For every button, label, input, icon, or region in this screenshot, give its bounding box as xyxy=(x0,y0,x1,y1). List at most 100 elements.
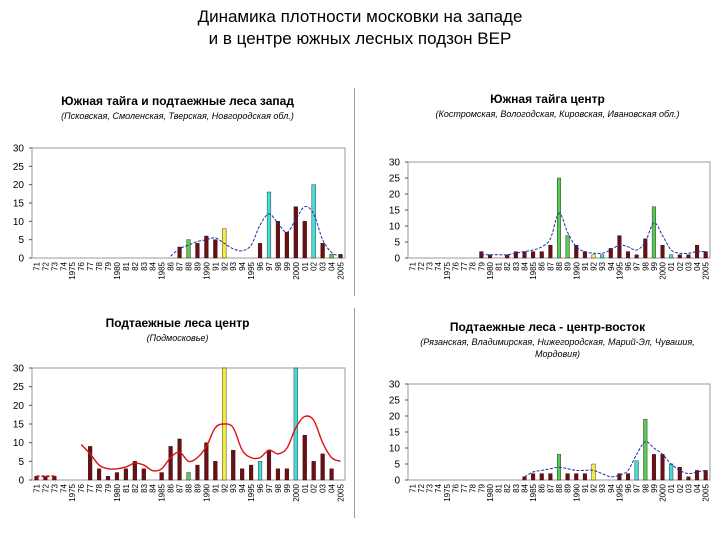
x-tick-label: 81 xyxy=(122,483,131,492)
main-title-line1: Динамика плотности московки на западе xyxy=(197,7,523,26)
x-tick-label: 1985 xyxy=(529,261,538,279)
bar xyxy=(695,470,700,481)
y-tick-label: 10 xyxy=(389,222,401,233)
y-tick-label: 25 xyxy=(13,382,25,393)
main-title: Динамика плотности московки на западе и … xyxy=(0,6,720,50)
bar xyxy=(266,191,272,259)
x-tick-label: 72 xyxy=(417,261,426,270)
x-tick-label: 94 xyxy=(238,261,247,270)
x-tick-label: 2005 xyxy=(337,261,346,279)
x-tick-label: 1975 xyxy=(68,261,77,279)
bar xyxy=(660,454,665,481)
x-tick-label: 72 xyxy=(41,261,50,270)
x-tick-label: 81 xyxy=(122,261,131,270)
chart-panel-center: Южная тайга центр (Костромская, Вологодс… xyxy=(375,88,720,303)
x-tick-label: 01 xyxy=(667,261,676,270)
y-tick-label: 30 xyxy=(13,364,25,375)
x-tick-label: 1995 xyxy=(615,261,624,279)
x-tick-label: 89 xyxy=(564,261,573,270)
x-tick-label: 1980 xyxy=(486,483,495,501)
y-tick-label: 10 xyxy=(13,217,25,228)
x-tick-label: 97 xyxy=(633,483,642,492)
bar xyxy=(548,244,553,259)
chart-center: 0 5 10 15 20 25 30 71 72 73 74 1975 76 77 78 79 1980 81 82… xyxy=(389,158,711,280)
x-tick-label: 03 xyxy=(684,261,693,270)
x-tick-label: 03 xyxy=(319,261,328,270)
x-tick-label: 86 xyxy=(167,261,176,270)
y-tick-label: 15 xyxy=(13,420,25,431)
x-tick-label: 02 xyxy=(310,483,319,492)
bar xyxy=(141,468,146,481)
bar xyxy=(703,470,708,481)
bar xyxy=(703,251,708,259)
x-tick-label: 77 xyxy=(460,261,469,270)
chart-title-east: Подтаежные леса - центр-восток xyxy=(449,320,646,334)
x-tick-label: 73 xyxy=(50,483,59,492)
x-tick-label: 79 xyxy=(104,483,113,492)
x-tick-label: 04 xyxy=(693,261,702,270)
y-tick-label: 20 xyxy=(13,180,25,191)
x-tick-label: 92 xyxy=(220,483,229,492)
chart-west: 0 5 10 15 20 25 30 71 72 73 74 1975 76 77 78 79 1980 81 82… xyxy=(13,144,346,280)
x-tick-label: 2000 xyxy=(659,483,668,501)
bar xyxy=(505,254,510,259)
x-tick-label: 82 xyxy=(131,261,140,270)
x-tick-label: 84 xyxy=(149,483,158,492)
bar xyxy=(231,449,236,481)
bar xyxy=(617,473,622,481)
bar xyxy=(565,235,570,259)
bar xyxy=(284,468,289,481)
x-tick-label: 76 xyxy=(451,483,460,492)
x-tick-label: 77 xyxy=(460,483,469,492)
bar xyxy=(522,476,527,481)
x-tick-label: 87 xyxy=(176,261,185,270)
x-tick-label: 93 xyxy=(598,261,607,270)
bar xyxy=(539,251,544,259)
x-tick-label: 71 xyxy=(32,261,41,270)
x-tick-label: 1990 xyxy=(572,261,581,279)
x-tick-label: 1975 xyxy=(68,483,77,501)
x-tick-label: 02 xyxy=(676,483,685,492)
y-tick-label: 5 xyxy=(394,460,400,471)
bar xyxy=(643,418,648,481)
bar xyxy=(513,251,518,259)
x-tick-label: 82 xyxy=(503,483,512,492)
x-tick-label: 1995 xyxy=(247,483,256,501)
x-tick-label: 74 xyxy=(434,483,443,492)
y-tick-label: 25 xyxy=(13,162,25,173)
chart-subtitle-center: (Костромская, Вологодская, Кировская, Ив… xyxy=(435,109,680,119)
bar xyxy=(275,221,281,259)
bar xyxy=(651,206,656,259)
x-tick-label: 94 xyxy=(607,483,616,492)
chart-panel-east: Подтаежные леса - центр-восток (Рязанска… xyxy=(375,308,720,522)
bar xyxy=(626,251,631,259)
x-tick-label: 89 xyxy=(193,261,202,270)
chart-title-moscow: Подтаежные леса центр xyxy=(105,316,250,330)
x-tick-label: 91 xyxy=(211,261,220,270)
y-tick-label: 20 xyxy=(389,412,401,423)
x-tick-label: 73 xyxy=(50,261,59,270)
y-tick-label: 10 xyxy=(389,444,401,455)
x-tick-label: 89 xyxy=(564,483,573,492)
x-tick-label: 91 xyxy=(581,483,590,492)
trend-line xyxy=(80,415,341,472)
x-tick-label: 1985 xyxy=(529,483,538,501)
bar xyxy=(634,254,639,259)
x-tick-label: 1985 xyxy=(158,483,167,501)
x-tick-label: 88 xyxy=(555,261,564,270)
bar xyxy=(487,254,492,259)
x-tick-label: 88 xyxy=(185,483,194,492)
x-tick-label: 79 xyxy=(477,261,486,270)
x-tick-label: 1990 xyxy=(572,483,581,501)
x-tick-label: 2000 xyxy=(292,483,301,501)
bar xyxy=(132,461,137,481)
x-tick-label: 92 xyxy=(590,261,599,270)
bar xyxy=(257,243,263,259)
chart-subtitle-west: (Псковская, Смоленская, Тверская, Новгор… xyxy=(61,111,294,121)
x-tick-label: 1975 xyxy=(443,483,452,501)
x-tick-label: 04 xyxy=(693,483,702,492)
y-tick-label: 20 xyxy=(13,401,25,412)
x-tick-label: 1980 xyxy=(486,261,495,279)
bar xyxy=(574,244,579,259)
bar xyxy=(257,461,263,481)
